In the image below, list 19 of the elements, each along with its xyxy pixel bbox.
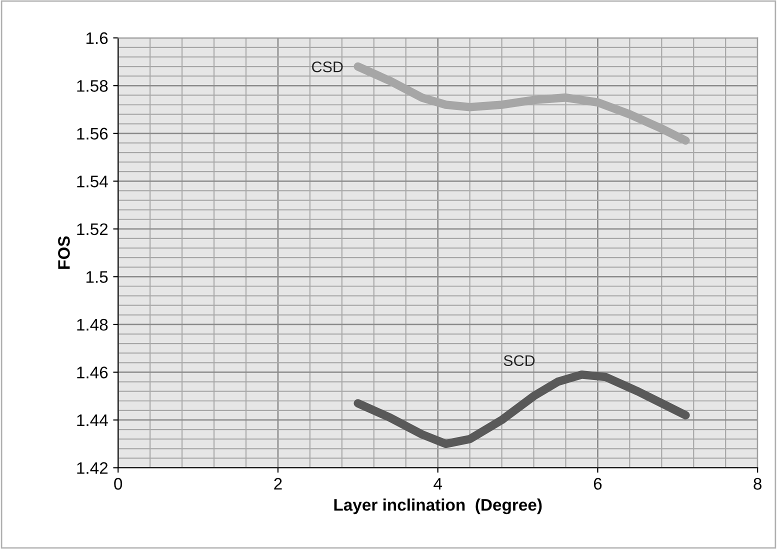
x-tick-label: 6 [594, 478, 602, 490]
y-tick-label: 1.46 [77, 366, 108, 378]
series-label: CSD [312, 61, 343, 72]
y-tick-label: 1.52 [77, 223, 108, 236]
y-tick-label: 1.54 [77, 176, 108, 188]
y-tick-label: 1.58 [77, 80, 108, 92]
x-tick-label: 4 [434, 478, 442, 490]
y-tick-label: 1.48 [77, 318, 108, 331]
y-tick-label: 1.42 [77, 462, 108, 474]
x-tick-label: 8 [754, 478, 762, 490]
y-axis-title: FOS [58, 236, 70, 269]
x-tick-label: 2 [274, 478, 282, 490]
x-axis-title: Layer inclination (Degree) [334, 498, 542, 514]
y-tick-label: 1.6 [86, 32, 108, 44]
x-tick-label: 0 [114, 478, 122, 490]
y-tick-label: 1.5 [86, 271, 108, 283]
series-label: SCD [504, 355, 535, 366]
y-tick-label: 1.56 [77, 128, 108, 140]
y-tick-label: 1.44 [77, 414, 108, 426]
